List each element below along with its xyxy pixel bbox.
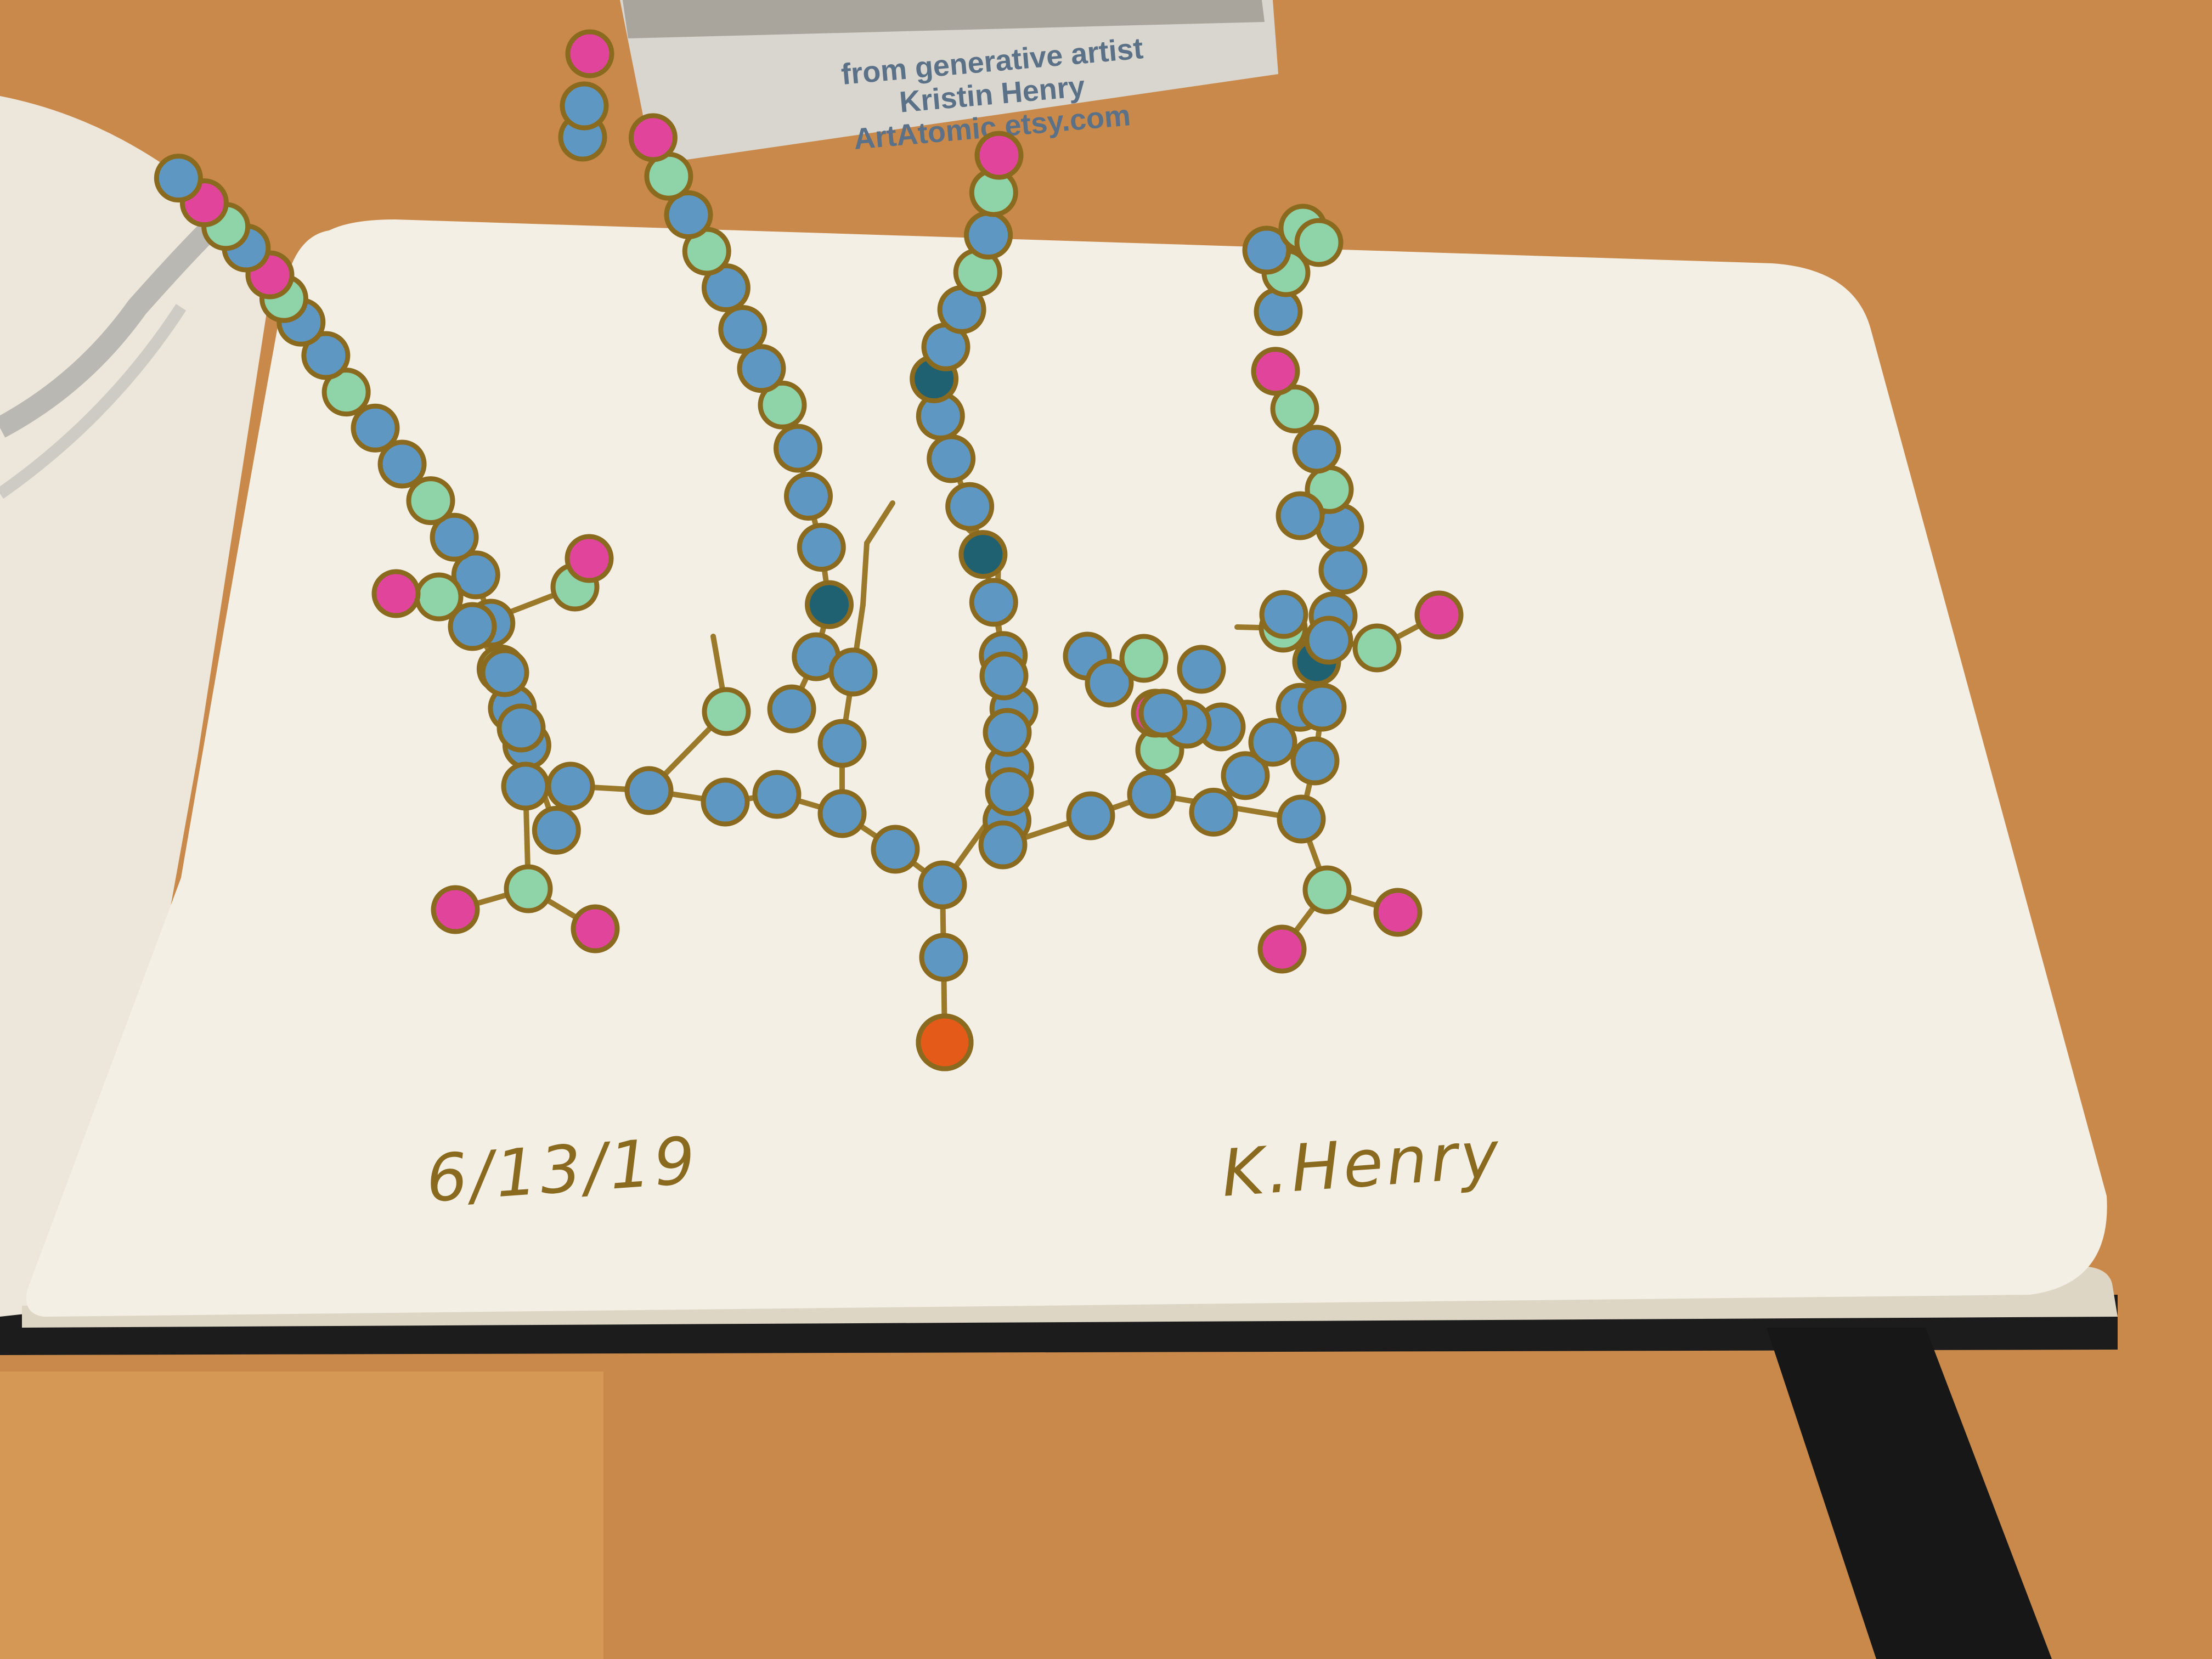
atom-circle xyxy=(414,572,464,622)
atom-circle xyxy=(1290,736,1340,786)
atom-circle xyxy=(945,482,995,531)
atom-circle xyxy=(532,805,581,855)
atom-circle xyxy=(1221,751,1270,800)
table-sheen xyxy=(0,1372,603,1659)
atom-circle xyxy=(154,154,203,203)
atom-circle xyxy=(1254,287,1303,336)
atom-circle xyxy=(406,476,455,526)
atom-circle xyxy=(1189,787,1238,837)
atom-circle xyxy=(817,789,867,838)
atom-circle xyxy=(919,933,968,982)
atom-circle xyxy=(1304,616,1353,665)
atom-circle xyxy=(774,424,822,473)
atom-circle xyxy=(624,766,674,815)
atom-circle xyxy=(927,434,976,483)
atom-circle xyxy=(371,569,421,618)
atom-circle xyxy=(767,684,816,733)
atom-circle xyxy=(1259,590,1308,639)
atom-circle xyxy=(1119,634,1169,683)
atom-circle xyxy=(983,708,1032,757)
atom-circle xyxy=(1138,689,1188,738)
atom-circle xyxy=(1302,865,1352,915)
atom-circle xyxy=(1373,888,1423,937)
atom-circle xyxy=(1292,425,1341,474)
atom-circle xyxy=(871,825,920,874)
atom-circle xyxy=(918,860,967,910)
bond-line xyxy=(864,500,895,546)
atom-circle xyxy=(560,81,609,131)
atom-circle xyxy=(1257,924,1307,974)
atom-circle xyxy=(430,512,479,562)
atom-circle xyxy=(752,770,802,819)
atom-circle xyxy=(979,651,1029,701)
atom-circle xyxy=(451,550,500,600)
notebook-elastic-band xyxy=(1767,1328,2052,1659)
atom-circle xyxy=(351,403,400,453)
atom-circle xyxy=(664,190,713,239)
atom-circle xyxy=(1277,794,1326,844)
atom-circle xyxy=(628,113,678,162)
atom-circle xyxy=(301,331,351,380)
atom-circle xyxy=(377,439,427,489)
atom-circle xyxy=(1352,623,1402,673)
atom-circle xyxy=(565,29,614,78)
atom-circle xyxy=(1276,491,1325,540)
atom-circle xyxy=(504,864,553,913)
bond-line xyxy=(860,540,870,607)
atom-circle xyxy=(571,904,620,953)
atom-circle xyxy=(1066,791,1115,840)
atom-circle xyxy=(1127,770,1176,819)
molecule-drawing xyxy=(154,29,1464,1071)
atom-circle xyxy=(701,777,750,827)
atom-circle xyxy=(797,523,846,572)
atom-circle xyxy=(784,472,833,521)
atom-circle xyxy=(805,580,854,629)
right-page xyxy=(26,219,2107,1317)
atom-circle xyxy=(565,534,614,583)
atom-circle xyxy=(448,602,497,651)
orange-atom xyxy=(916,1013,974,1071)
atom-circle xyxy=(1085,658,1134,708)
atom-circle xyxy=(1297,682,1347,732)
atom-circle xyxy=(1248,718,1297,767)
atom-circle xyxy=(758,380,807,430)
atom-circle xyxy=(974,131,1024,180)
atom-circle xyxy=(321,368,371,417)
atom-circle xyxy=(1177,645,1226,694)
atom-circle xyxy=(431,885,480,934)
atom-circle xyxy=(501,761,550,811)
atom-circle xyxy=(1318,545,1368,595)
atom-circle xyxy=(964,211,1013,260)
atom-circle xyxy=(718,305,768,354)
atom-circle xyxy=(817,719,867,768)
left-page xyxy=(0,96,274,1317)
atom-circle xyxy=(1242,225,1291,275)
left-page-marks xyxy=(0,222,217,438)
atom-circle xyxy=(496,703,546,753)
atom-circle xyxy=(1294,218,1344,267)
atom-circle xyxy=(702,687,751,736)
atom-circle xyxy=(1251,347,1300,396)
atom-circle xyxy=(828,647,878,697)
atom-circle xyxy=(546,761,595,811)
atom-circle xyxy=(978,820,1028,870)
atom-circle xyxy=(480,648,529,697)
atom-circle xyxy=(737,344,786,393)
atom-circle xyxy=(969,578,1018,627)
atom-circle xyxy=(985,767,1034,816)
atom-circle xyxy=(958,530,1008,579)
atom-circle xyxy=(1414,590,1464,640)
atom-circle xyxy=(1270,384,1319,433)
